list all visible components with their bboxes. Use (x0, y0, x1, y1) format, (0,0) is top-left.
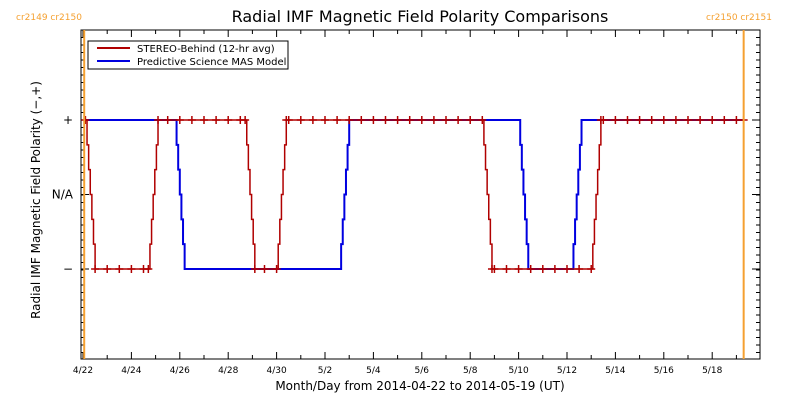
carrington-markers: cr2149 cr2150 cr2150 cr2151 (16, 13, 772, 359)
x-tick-label: 5/18 (702, 366, 722, 376)
legend-label-stereo: STEREO-Behind (12-hr avg) (137, 44, 275, 55)
y-tick-labels: + N/A − (52, 113, 74, 276)
axis-ticks (81, 30, 760, 359)
x-tick-label: 4/24 (121, 366, 141, 376)
x-tick-label: 4/26 (170, 366, 190, 376)
x-axis-label: Month/Day from 2014-04-22 to 2014-05-19 … (275, 379, 564, 393)
x-tick-label: 5/12 (557, 366, 577, 376)
plot-border (80, 29, 761, 360)
chart-title: Radial IMF Magnetic Field Polarity Compa… (232, 7, 609, 26)
y-tick-label: + (63, 113, 73, 127)
y-tick-label: − (63, 262, 73, 276)
legend-box (87, 40, 289, 70)
x-tick-label: 5/8 (463, 366, 478, 376)
x-tick-label: 4/28 (218, 366, 238, 376)
carrington-label: cr2149 cr2150 (16, 13, 82, 23)
plot-frame (80, 29, 761, 360)
legend-label-mas: Predictive Science MAS Model (137, 57, 286, 68)
carrington-label: cr2150 cr2151 (706, 13, 772, 23)
legend: STEREO-Behind (12-hr avg) Predictive Sci… (87, 40, 289, 70)
y-tick-label: N/A (52, 188, 74, 202)
x-tick-labels: 4/22 4/24 4/26 4/28 4/30 5/2 5/4 5/6 5/8 5/10 5/12… (73, 366, 723, 376)
x-tick-label: 4/30 (266, 366, 286, 376)
x-tick-label: 5/2 (318, 366, 332, 376)
x-tick-label: 5/4 (366, 366, 381, 376)
x-tick-label: 4/22 (73, 366, 93, 376)
x-tick-label: 5/6 (415, 366, 430, 376)
x-tick-label: 5/14 (605, 366, 625, 376)
y-axis-label: Radial IMF Magnetic Field Polarity (−,+) (29, 81, 43, 319)
x-tick-label: 5/16 (654, 366, 674, 376)
series-lines (81, 116, 748, 273)
series-line-mas (83, 119, 744, 270)
x-tick-label: 5/10 (508, 366, 528, 376)
